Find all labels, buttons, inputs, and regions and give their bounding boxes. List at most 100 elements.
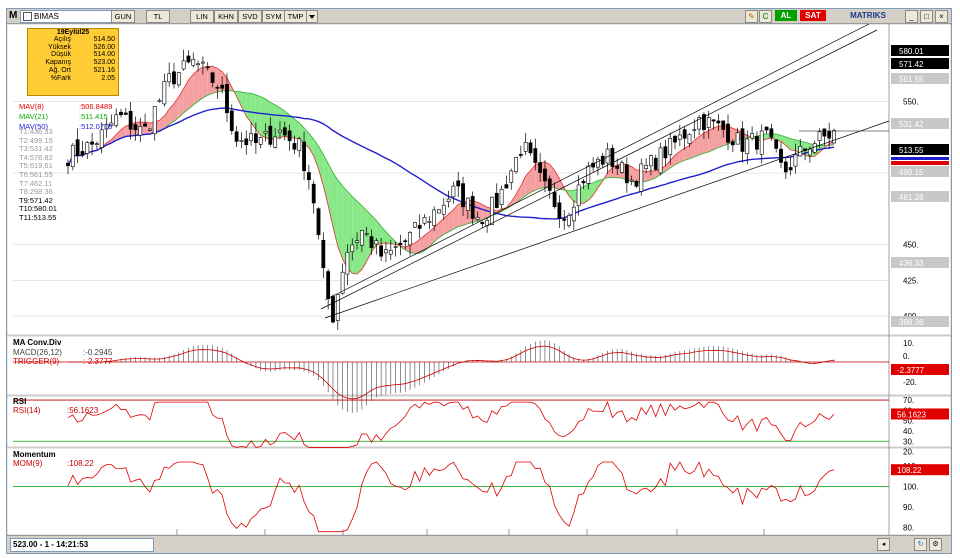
price-level-label: 531.42 — [899, 120, 924, 129]
candle-body — [359, 230, 364, 246]
candle-body — [514, 156, 518, 173]
candle-body — [523, 142, 528, 152]
ma-ribbon — [781, 135, 786, 146]
candle-body — [427, 221, 432, 223]
sell-button[interactable]: SAT — [800, 10, 826, 21]
rsi-tick: 70. — [903, 396, 914, 405]
checkbox-icon[interactable] — [23, 12, 32, 21]
candle-body — [721, 120, 726, 130]
ma-ribbon — [646, 170, 651, 182]
candle-body — [576, 184, 581, 206]
buy-button[interactable]: AL — [775, 10, 797, 21]
svd-button[interactable]: SVD — [238, 10, 262, 23]
minimize-icon[interactable]: _ — [905, 10, 918, 23]
ma-ribbon — [419, 235, 425, 254]
candle-body — [649, 155, 653, 167]
price-level-box — [891, 58, 949, 69]
khn-button[interactable]: KHN — [214, 10, 238, 23]
candle-body — [104, 123, 109, 130]
scale-button[interactable]: LIN — [190, 10, 214, 23]
ma-ribbon — [438, 218, 444, 238]
refresh-icon[interactable]: ↻ — [914, 538, 927, 551]
candle-body — [278, 129, 282, 133]
close-icon[interactable]: × — [935, 10, 948, 23]
mav-name: MAV(8) — [19, 102, 44, 111]
ma-ribbon — [684, 145, 690, 161]
candle-body — [176, 72, 181, 86]
ma-ribbon — [583, 184, 589, 204]
macd-value: :-0.2945 — [83, 348, 113, 357]
info-key: Yüksek — [48, 43, 71, 51]
scroll-left-icon[interactable]: ◂ — [877, 538, 890, 551]
ma-ribbon — [718, 125, 724, 148]
candle-body — [571, 206, 576, 222]
ma-ribbon — [631, 166, 637, 183]
ma-ribbon — [429, 227, 435, 248]
edit-icon[interactable]: ✎ — [745, 10, 758, 23]
period-button[interactable]: GUN — [111, 10, 135, 23]
ma-ribbon — [607, 167, 613, 178]
ma-ribbon — [366, 210, 372, 262]
ma-ribbon — [569, 190, 574, 202]
currency-icon[interactable]: C — [759, 10, 772, 23]
candle-body — [441, 204, 446, 215]
chart-canvas[interactable]: 550.500.450.425.400.580.01571.42561.5553… — [7, 24, 951, 535]
candle-body — [297, 138, 302, 151]
currency-button[interactable]: TL — [146, 10, 170, 23]
ma-ribbon — [376, 220, 382, 246]
candle-body — [629, 179, 634, 182]
candle-body — [95, 143, 99, 145]
candle-body — [461, 183, 465, 208]
candle-body — [692, 129, 697, 131]
ma-ribbon — [679, 148, 685, 163]
candle-body — [832, 130, 836, 144]
info-key: %Fark — [50, 74, 71, 82]
ma-ribbon — [323, 154, 329, 206]
ma-ribbon — [313, 139, 319, 170]
candle-body — [393, 246, 398, 248]
candle-body — [220, 84, 225, 89]
dropdown-icon[interactable] — [306, 10, 318, 23]
price-panel — [7, 24, 951, 336]
t-level-label: T1:436.33 — [19, 127, 53, 136]
ma-ribbon — [318, 146, 324, 186]
mav8-marker — [891, 161, 949, 165]
candle-body — [234, 131, 239, 142]
t-level-label: T7:462.11 — [19, 178, 53, 188]
candle-body — [687, 133, 692, 144]
mom-tick: 80. — [903, 524, 914, 533]
candle-body — [205, 66, 210, 69]
trigger-label: TRIGGER(9) — [13, 357, 60, 366]
ma-ribbon — [453, 204, 459, 230]
candle-body — [822, 128, 827, 137]
maximize-icon[interactable]: □ — [920, 10, 933, 23]
t-level-label: T2:499.15 — [19, 135, 53, 145]
tmp-button[interactable]: TMP — [284, 10, 307, 23]
t-level-label: T8:298.36 — [19, 187, 53, 197]
price-level-box — [891, 316, 949, 327]
candle-body — [253, 133, 258, 144]
candle-body — [490, 196, 494, 225]
mav-legend: MAV(8):506.8489 — [19, 102, 112, 111]
candle-body — [123, 112, 128, 115]
info-row: Yüksek 526.00 — [28, 44, 118, 52]
rsi-tick: 30. — [903, 437, 914, 446]
price-level-box — [891, 191, 949, 202]
app-logo: M — [9, 10, 18, 21]
candle-body — [653, 157, 658, 170]
candle-body — [509, 170, 514, 183]
info-key: Açılış — [53, 36, 71, 43]
ma-ribbon — [116, 129, 121, 141]
sym-button[interactable]: SYM — [262, 10, 285, 23]
candle-body — [398, 242, 403, 246]
candle-body — [196, 63, 200, 66]
t-level-label: T10:580.01 — [19, 204, 57, 214]
candle-body — [181, 60, 186, 70]
ma-ribbon — [458, 203, 464, 227]
macd-tick: -20. — [903, 378, 917, 387]
settings-icon[interactable]: ⚙ — [929, 538, 942, 551]
candle-body — [615, 165, 620, 169]
info-key: Ağ. Ort — [48, 66, 71, 74]
price-level-label: 580.01 — [899, 47, 924, 56]
candle-body — [345, 251, 350, 275]
